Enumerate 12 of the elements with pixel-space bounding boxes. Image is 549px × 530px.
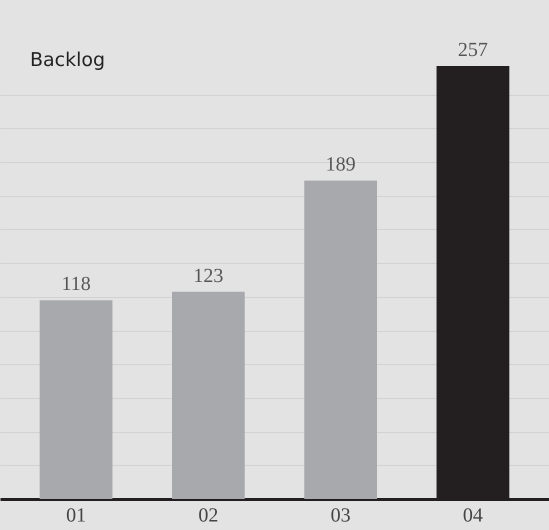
data-label: 189: [326, 154, 356, 176]
data-label: 118: [61, 273, 91, 296]
x-tick-label: 02: [198, 504, 218, 526]
bar: [304, 180, 378, 499]
data-label: 123: [193, 264, 224, 287]
bar: [172, 292, 245, 499]
chart-title: Backlog: [30, 49, 106, 71]
data-label: 257: [458, 39, 488, 61]
x-tick-label: 03: [330, 504, 351, 526]
bar: [40, 300, 112, 499]
x-tick-label: 01: [66, 504, 86, 526]
x-tick-label: 04: [462, 504, 483, 526]
